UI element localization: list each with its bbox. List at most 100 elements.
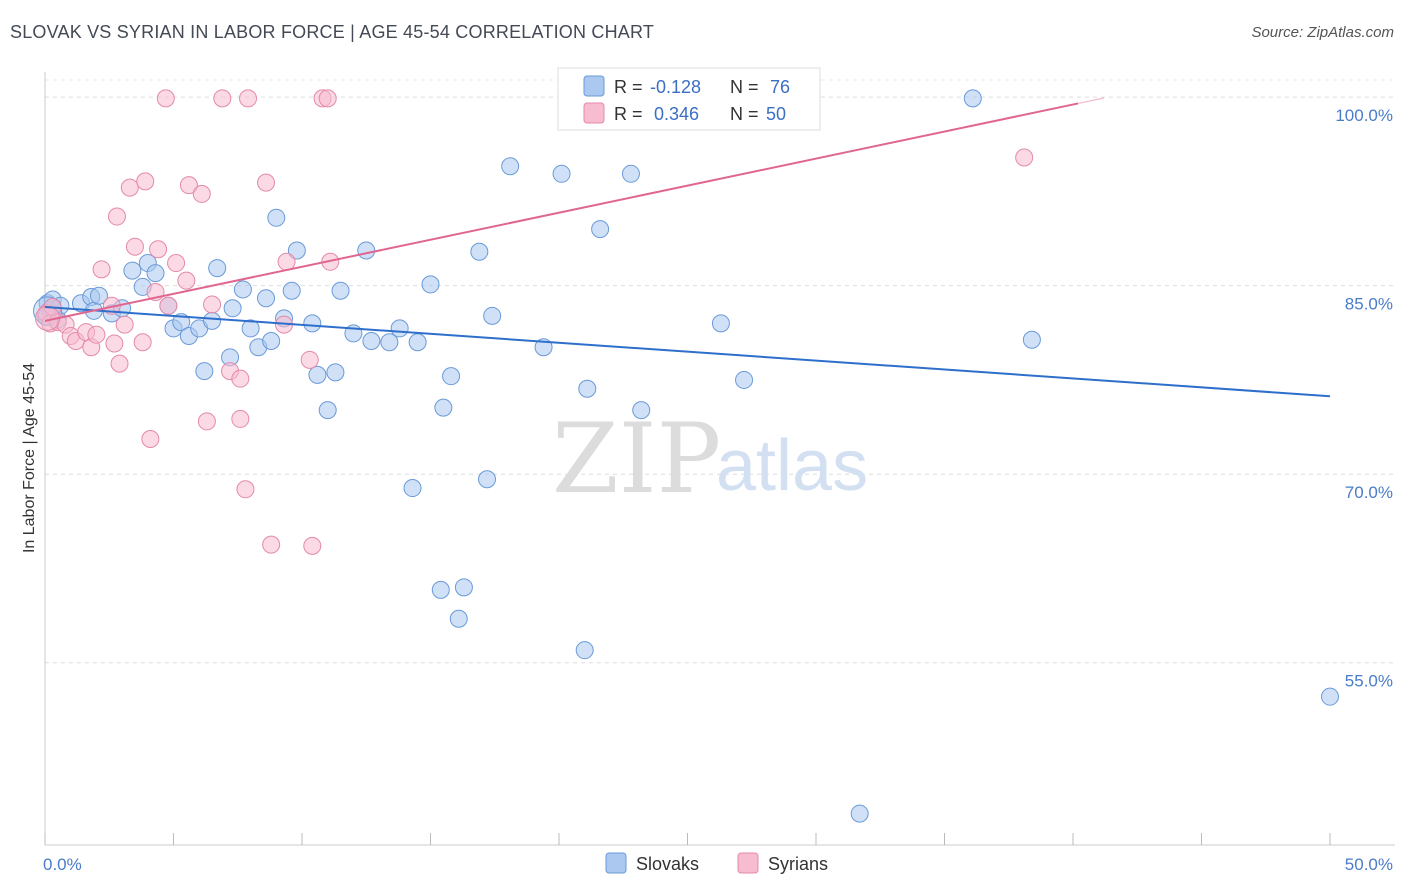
y-tick-label-3: 100.0% <box>1335 106 1393 125</box>
series-legend: Slovaks Syrians <box>605 852 828 874</box>
x-tick-labels: 0.0% 50.0% <box>43 855 1393 874</box>
point-syrians-23 <box>156 89 175 108</box>
point-slovaks-36 <box>308 365 327 384</box>
point-slovaks-44 <box>390 319 409 338</box>
point-syrians-16 <box>120 178 139 197</box>
series-legend-label-slovaks: Slovaks <box>636 854 699 874</box>
y-tick-label-2: 85.0% <box>1345 295 1393 314</box>
point-slovaks-33 <box>282 281 301 300</box>
point-syrians-22 <box>149 240 168 259</box>
point-slovaks-46 <box>408 333 427 352</box>
point-slovaks-38 <box>326 363 345 382</box>
point-slovaks-63 <box>621 164 640 183</box>
point-slovaks-52 <box>454 578 473 597</box>
point-slovaks-25 <box>223 299 242 318</box>
axes <box>44 72 1395 846</box>
point-slovaks-70 <box>1022 330 1041 349</box>
point-syrians-14 <box>110 354 129 373</box>
point-syrians-29 <box>197 412 216 431</box>
point-syrians-17 <box>125 237 144 256</box>
legend-n-label-slovaks: N = <box>730 77 759 97</box>
point-slovaks-51 <box>449 609 468 628</box>
point-syrians-19 <box>136 172 155 191</box>
legend-r-label-slovaks: R = <box>614 77 643 97</box>
point-syrians-20 <box>141 430 160 449</box>
series-legend-label-syrians: Syrians <box>768 854 828 874</box>
point-syrians-36 <box>239 89 258 108</box>
watermark-atlas: atlas <box>716 426 868 506</box>
point-slovaks-23 <box>208 259 227 278</box>
point-slovaks-42 <box>362 331 381 350</box>
y-tick-label-1: 70.0% <box>1345 483 1393 502</box>
point-slovaks-71 <box>1321 687 1339 706</box>
chart-title: SLOVAK VS SYRIAN IN LABOR FORCE | AGE 45… <box>10 22 655 42</box>
point-slovaks-37 <box>318 401 337 420</box>
point-syrians-27 <box>179 176 198 195</box>
point-slovaks-55 <box>483 306 502 325</box>
point-slovaks-26 <box>233 280 252 299</box>
legend-swatch-syrians <box>583 102 605 124</box>
point-syrians-42 <box>303 536 322 555</box>
point-syrians-35 <box>236 480 255 499</box>
legend-r-value-slovaks: -0.128 <box>650 77 701 97</box>
legend-swatch-slovaks <box>583 75 605 97</box>
point-slovaks-56 <box>501 157 520 176</box>
point-slovaks-61 <box>578 379 597 398</box>
y-tick-label-0: 55.0% <box>1345 672 1393 691</box>
point-slovaks-39 <box>331 281 350 300</box>
series-legend-swatch-slovaks <box>605 852 627 874</box>
point-syrians-31 <box>213 89 232 108</box>
point-syrians-33 <box>231 409 250 428</box>
trendlines <box>44 97 1331 398</box>
point-slovaks-49 <box>434 398 453 417</box>
point-slovaks-29 <box>257 289 276 308</box>
point-slovaks-18 <box>172 313 191 332</box>
point-slovaks-50 <box>442 367 461 386</box>
point-slovaks-58 <box>552 164 571 183</box>
point-syrians-10 <box>92 260 111 279</box>
legend-r-label-syrians: R = <box>614 104 643 124</box>
watermark: ZIP atlas <box>552 403 868 515</box>
point-slovaks-9 <box>89 286 108 305</box>
trendline-slovaks <box>44 306 1331 398</box>
point-syrians-28 <box>192 184 211 203</box>
legend-r-value-syrians: 0.346 <box>654 104 699 124</box>
watermark-zip: ZIP <box>552 403 721 515</box>
point-slovaks-67 <box>735 370 754 389</box>
x-tick-label-1: 50.0% <box>1345 855 1393 874</box>
point-slovaks-43 <box>380 333 399 352</box>
point-slovaks-22 <box>203 311 222 330</box>
point-syrians-18 <box>133 333 152 352</box>
series-legend-swatch-syrians <box>737 852 759 874</box>
point-syrians-34 <box>231 369 250 388</box>
point-syrians-41 <box>300 350 319 369</box>
point-slovaks-45 <box>403 479 422 498</box>
point-slovaks-57 <box>534 338 553 357</box>
point-slovaks-64 <box>632 401 651 420</box>
point-slovaks-27 <box>241 319 260 338</box>
chart-source: Source: ZipAtlas.com <box>1251 24 1394 41</box>
point-slovaks-21 <box>195 362 214 381</box>
point-syrians-25 <box>167 254 186 273</box>
gridlines <box>45 79 1395 664</box>
y-tick-labels: 55.0% 70.0% 85.0% 100.0% <box>1335 106 1393 691</box>
point-slovaks-15 <box>146 264 165 283</box>
point-slovaks-54 <box>478 470 497 489</box>
point-syrians-24 <box>159 296 178 315</box>
point-syrians-48 <box>1015 148 1034 167</box>
correlation-legend: R = -0.128 N = 76 R = 0.346 N = 50 <box>557 67 821 131</box>
point-syrians-38 <box>262 535 281 554</box>
point-slovaks-48 <box>431 580 450 599</box>
legend-n-value-slovaks: 76 <box>770 77 790 97</box>
point-syrians-26 <box>177 271 196 290</box>
point-slovaks-35 <box>303 314 322 333</box>
point-syrians-40 <box>277 252 296 271</box>
point-syrians-15 <box>115 315 134 334</box>
point-slovaks-30 <box>262 331 281 350</box>
point-slovaks-69 <box>963 89 982 108</box>
y-axis-title: In Labor Force | Age 45-54 <box>21 363 38 553</box>
point-slovaks-60 <box>575 641 594 660</box>
point-syrians-37 <box>257 173 276 192</box>
point-syrians-9 <box>87 325 106 344</box>
x-tick-label-0: 0.0% <box>43 855 82 874</box>
